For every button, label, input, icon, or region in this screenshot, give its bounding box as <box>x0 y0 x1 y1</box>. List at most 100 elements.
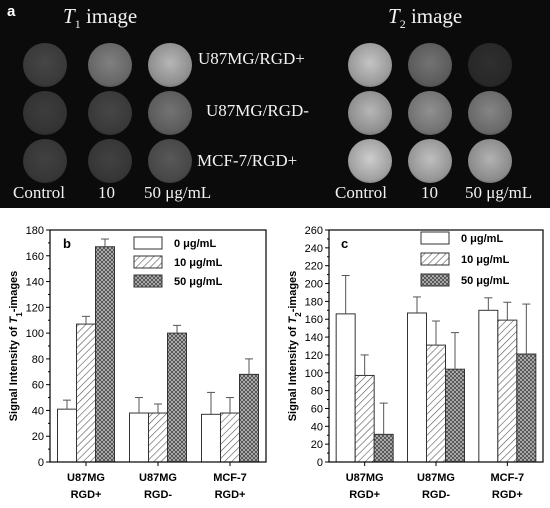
y-tick-label: 40 <box>32 405 44 417</box>
legend-swatch-1 <box>133 236 163 250</box>
bar-u87mg-rgdminus-s3 <box>167 332 187 463</box>
x-category-label: MCF-7 <box>213 472 247 484</box>
t2-phantom-r2-c1 <box>348 91 392 135</box>
x-category-sublabel: RGD- <box>144 489 172 501</box>
t2-phantom-r1-c3 <box>468 43 512 87</box>
plot-frame <box>328 229 544 463</box>
y-tick-label: 20 <box>32 431 44 443</box>
x-category-label: U87MG <box>139 472 177 484</box>
y-tick-label: 20 <box>311 439 323 451</box>
y-tick-label: 80 <box>32 354 44 366</box>
y-tick-label: 0 <box>38 457 44 469</box>
t1-phantom-r2-c3 <box>148 91 192 135</box>
bar-u87mg-rgdplus-s3 <box>95 246 115 463</box>
bar-u87mg-rgdplus-s2 <box>354 374 375 463</box>
t2-phantom-r2-c2 <box>408 91 452 135</box>
bar-u87mg-rgdminus-s2 <box>426 344 446 463</box>
legend-label-1: 0 μg/mL <box>174 238 216 250</box>
y-tick-label: 180 <box>305 296 323 308</box>
t1-phantom-r1-c2 <box>88 43 132 87</box>
y-tick-label: 120 <box>26 302 44 314</box>
panel-letter: b <box>63 236 71 251</box>
x-category-sublabel: RGD+ <box>492 489 523 501</box>
bar-mcf-7-rgdplus-s2 <box>497 319 518 463</box>
bar-u87mg-rgdplus-s3 <box>373 433 394 463</box>
y-tick-label: 260 <box>305 225 323 237</box>
y-tick-label: 140 <box>26 277 44 289</box>
panel-a-letter: a <box>7 3 16 20</box>
y-tick-label: 100 <box>305 368 323 380</box>
t1-phantom-r3-c2 <box>88 139 132 183</box>
t2-phantom-r3-c1 <box>348 139 392 183</box>
row-label-u87mg-rgd-plus: U87MG/RGD+ <box>198 49 305 68</box>
row-label-u87mg-rgd-minus: U87MG/RGD- <box>206 101 309 120</box>
t2-label-10: 10 <box>421 183 438 202</box>
y-tick-label: 240 <box>305 243 323 255</box>
t1-phantom-r3-c3 <box>148 139 192 183</box>
legend-label-3: 50 μg/mL <box>461 275 510 287</box>
t1-phantom-r2-c2 <box>88 91 132 135</box>
y-axis-label: Signal Intensity of T1-images <box>8 271 24 422</box>
y-tick-label: 0 <box>317 457 323 469</box>
x-category-sublabel: RGD+ <box>349 489 380 501</box>
y-axis-label: Signal Intensity of T2-images <box>287 271 303 422</box>
t1-phantom-r1-c3 <box>148 43 192 87</box>
mri-phantom-image: a T1 image T2 image U87MG/RGD+ U87MG/RGD… <box>0 0 550 208</box>
t2-phantom-r1-c2 <box>408 43 452 87</box>
bar-mcf-7-rgdplus-s3 <box>516 353 537 463</box>
legend-label-3: 50 μg/mL <box>174 276 223 288</box>
t2-image-title: T2 image <box>388 4 463 32</box>
bar-u87mg-rgdminus-s2 <box>148 412 168 463</box>
y-tick-label: 160 <box>26 251 44 263</box>
t2-label-50: 50 μg/mL <box>465 183 533 202</box>
row-label-mcf7-rgd-plus: MCF-7/RGD+ <box>197 151 298 170</box>
bar-u87mg-rgdplus-s1 <box>335 313 356 463</box>
legend-swatch-2 <box>133 255 163 269</box>
t1-label-control: Control <box>13 183 65 202</box>
bar-mcf-7-rgdplus-s1 <box>201 413 221 463</box>
plot-frame <box>49 229 267 463</box>
panel-letter: c <box>341 236 348 251</box>
y-tick-label: 180 <box>26 225 44 237</box>
x-category-label: U87MG <box>417 472 455 484</box>
y-tick-label: 60 <box>311 403 323 415</box>
legend-label-1: 0 μg/mL <box>461 233 503 245</box>
t1-signal-bar-chart: 0 20 40 60 80 100 120 140 160 180 Signal Intensity… <box>8 225 267 501</box>
t2-label-control: Control <box>335 183 387 202</box>
legend-swatch-3 <box>420 273 450 287</box>
y-tick-label: 120 <box>305 350 323 362</box>
y-tick-label: 160 <box>305 314 323 326</box>
bar-mcf-7-rgdplus-s3 <box>239 373 259 463</box>
y-tick-label: 100 <box>26 328 44 340</box>
legend-swatch-2 <box>420 252 450 266</box>
y-tick-label: 220 <box>305 261 323 273</box>
legend-swatch-3 <box>133 274 163 288</box>
legend-swatch-1 <box>420 231 450 245</box>
legend-label-2: 10 μg/mL <box>461 254 510 266</box>
bar-u87mg-rgdplus-s1 <box>57 408 77 463</box>
t2-phantom-r3-c3 <box>468 139 512 183</box>
t2-signal-bar-chart: 0 20 40 60 80 100 120 140 160 180 200 220 240 260 Sign… <box>287 225 544 501</box>
t1-label-10: 10 <box>98 183 115 202</box>
y-tick-label: 60 <box>32 380 44 392</box>
x-category-sublabel: RGD+ <box>71 489 102 501</box>
legend-label-2: 10 μg/mL <box>174 257 223 269</box>
bar-u87mg-rgdplus-s2 <box>76 323 96 463</box>
x-category-label: MCF-7 <box>491 472 525 484</box>
y-tick-label: 40 <box>311 421 323 433</box>
t2-phantom-r2-c3 <box>468 91 512 135</box>
bar-mcf-7-rgdplus-s1 <box>478 309 499 463</box>
x-category-sublabel: RGD- <box>422 489 450 501</box>
t1-phantom-r2-c1 <box>23 91 67 135</box>
t1-phantom-r1-c1 <box>23 43 67 87</box>
bar-u87mg-rgdminus-s1 <box>407 312 427 463</box>
bar-u87mg-rgdminus-s3 <box>445 368 465 463</box>
t1-phantom-r3-c1 <box>23 139 67 183</box>
t2-phantom-r3-c2 <box>408 139 452 183</box>
y-tick-label: 80 <box>311 386 323 398</box>
t1-label-50: 50 μg/mL <box>144 183 212 202</box>
t1-image-title: T1 image <box>63 4 138 32</box>
t2-phantom-r1-c1 <box>348 43 392 87</box>
bar-u87mg-rgdminus-s1 <box>129 412 149 463</box>
x-category-label: U87MG <box>346 472 384 484</box>
